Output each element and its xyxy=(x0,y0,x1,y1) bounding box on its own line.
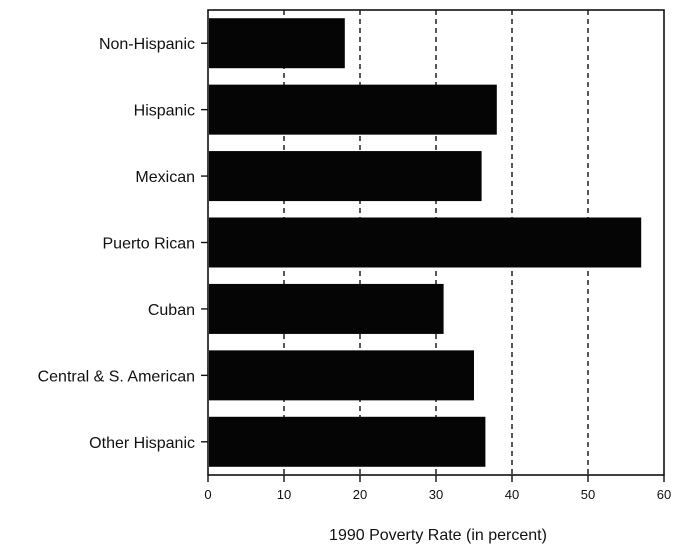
category-label: Puerto Rican xyxy=(103,236,196,253)
x-tick-label: 60 xyxy=(657,487,671,502)
x-tick-label: 50 xyxy=(581,487,595,502)
category-label: Other Hispanic xyxy=(89,435,195,452)
category-label: Mexican xyxy=(135,169,195,186)
bar-non-hispanic xyxy=(209,18,345,69)
bar-mexican xyxy=(209,151,482,202)
bar-cuban xyxy=(209,283,444,334)
x-tick-label: 30 xyxy=(429,487,443,502)
category-label: Cuban xyxy=(148,302,195,319)
x-tick-label: 0 xyxy=(204,487,211,502)
bar-other-hispanic xyxy=(209,416,486,467)
x-tick-label: 10 xyxy=(277,487,291,502)
category-label: Hispanic xyxy=(134,103,195,120)
bar-puerto-rican xyxy=(209,217,642,268)
category-label: Non-Hispanic xyxy=(99,36,195,53)
x-tick-label: 20 xyxy=(353,487,367,502)
x-tick-labels: 0 10 20 30 40 50 60 xyxy=(204,487,671,502)
bars xyxy=(209,18,642,467)
bar-hispanic xyxy=(209,84,497,135)
bar-central-s-american xyxy=(209,350,474,401)
x-axis-title: 1990 Poverty Rate (in percent) xyxy=(329,527,547,544)
category-label: Central & S. American xyxy=(38,368,195,385)
axis-ticks xyxy=(201,42,665,482)
category-labels: Non-Hispanic Hispanic Mexican Puerto Rican C… xyxy=(38,36,195,452)
x-tick-label: 40 xyxy=(505,487,519,502)
